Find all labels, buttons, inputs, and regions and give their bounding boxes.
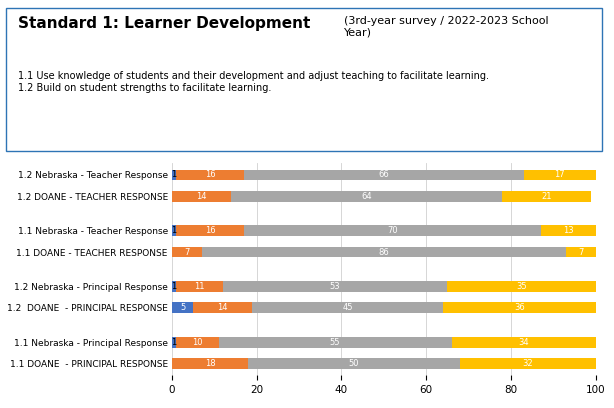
Text: 7: 7	[578, 248, 583, 257]
Text: 64: 64	[362, 192, 372, 201]
Text: 14: 14	[217, 304, 228, 313]
Bar	[176, 170, 244, 180]
Text: 1: 1	[171, 338, 177, 347]
Text: 14: 14	[196, 192, 207, 201]
Text: 5: 5	[180, 304, 185, 313]
Text: 21: 21	[542, 192, 552, 201]
Text: 1: 1	[171, 171, 177, 180]
Bar	[172, 358, 248, 369]
Bar	[172, 191, 231, 202]
Bar	[193, 302, 252, 313]
Bar	[172, 247, 201, 257]
Bar	[176, 281, 223, 292]
Text: 13: 13	[562, 226, 573, 235]
Bar	[172, 302, 193, 313]
Text: 18: 18	[204, 359, 216, 368]
Text: 70: 70	[387, 226, 397, 235]
Text: 36: 36	[514, 304, 525, 313]
Text: Standard 1: Learner Development: Standard 1: Learner Development	[18, 16, 311, 31]
Text: 55: 55	[330, 338, 340, 347]
Text: 1.1 Use knowledge of students and their development and adjust teaching to facil: 1.1 Use knowledge of students and their …	[18, 71, 489, 93]
Text: 11: 11	[194, 282, 204, 291]
Bar	[460, 358, 596, 369]
Bar	[172, 337, 176, 348]
Bar	[252, 302, 443, 313]
Text: 32: 32	[523, 359, 533, 368]
Bar	[248, 358, 460, 369]
Text: 16: 16	[204, 171, 216, 180]
Text: 16: 16	[204, 226, 216, 235]
Bar	[176, 225, 244, 236]
Bar	[447, 281, 596, 292]
Bar	[451, 337, 596, 348]
Bar	[566, 247, 596, 257]
Text: (3rd-year survey / 2022-2023 School
Year): (3rd-year survey / 2022-2023 School Year…	[344, 16, 548, 38]
Text: 17: 17	[554, 171, 565, 180]
Bar	[201, 247, 566, 257]
Bar	[219, 337, 451, 348]
Text: 66: 66	[378, 171, 389, 180]
Text: 34: 34	[518, 338, 529, 347]
Bar	[244, 170, 524, 180]
Bar	[540, 225, 596, 236]
Text: 45: 45	[343, 304, 353, 313]
Bar	[172, 225, 176, 236]
Bar	[172, 281, 176, 292]
Bar	[231, 191, 502, 202]
Text: 53: 53	[330, 282, 340, 291]
Bar	[244, 225, 540, 236]
Text: 1: 1	[171, 282, 177, 291]
Text: 1: 1	[171, 226, 177, 235]
Bar	[172, 170, 176, 180]
Bar	[176, 337, 219, 348]
Bar	[443, 302, 596, 313]
Text: 35: 35	[516, 282, 527, 291]
Text: 10: 10	[192, 338, 203, 347]
Text: 86: 86	[378, 248, 389, 257]
Text: 7: 7	[184, 248, 190, 257]
Bar	[223, 281, 447, 292]
Bar	[502, 191, 591, 202]
Text: 50: 50	[349, 359, 359, 368]
Bar	[524, 170, 596, 180]
